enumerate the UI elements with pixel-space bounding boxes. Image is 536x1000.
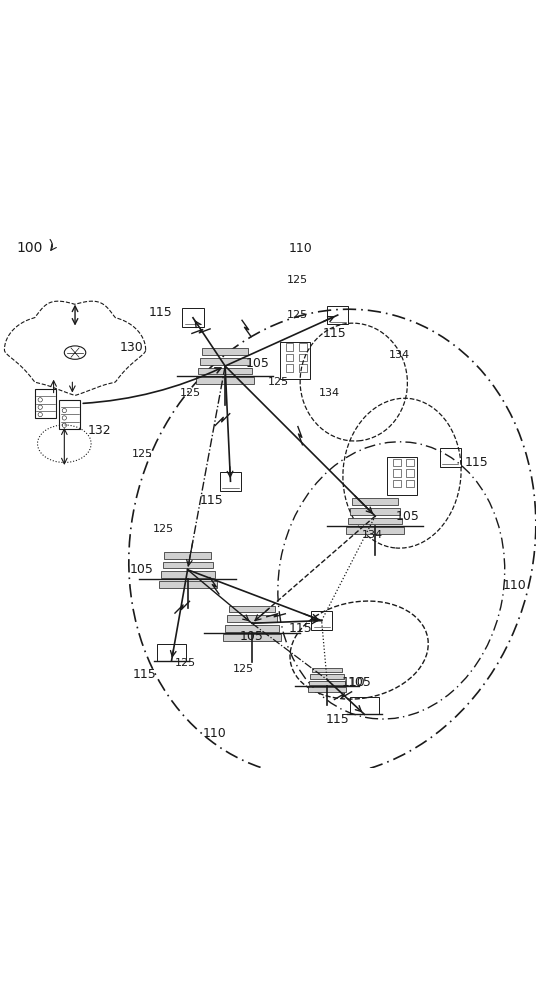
Text: 105: 105 [245,357,269,370]
Bar [393,459,400,466]
Text: 115: 115 [465,456,489,469]
Text: 134: 134 [362,530,383,540]
Text: 115: 115 [326,713,349,726]
Text: 110: 110 [203,727,226,740]
Text: 115: 115 [323,327,347,340]
Text: 105: 105 [130,563,154,576]
Bar [229,606,275,612]
Bar [200,358,250,365]
Text: 125: 125 [153,524,174,534]
Bar [286,343,293,351]
Bar [225,625,279,632]
Bar [220,472,241,491]
Bar [387,457,417,495]
Text: 115: 115 [288,622,312,635]
Bar [406,459,414,466]
Bar [202,348,248,355]
Bar [165,552,211,559]
Text: 100: 100 [16,241,43,255]
Bar [157,644,187,661]
Text: 125: 125 [180,388,201,398]
Bar [327,306,348,324]
Bar [393,469,400,477]
Text: 115: 115 [133,668,157,681]
Bar [35,389,56,418]
Bar [309,681,345,685]
Bar [393,480,400,487]
Bar [227,615,277,622]
Bar [310,674,344,679]
Bar [299,343,307,351]
Bar [311,611,332,630]
Bar [406,480,414,487]
Text: 105: 105 [347,676,371,689]
Text: 125: 125 [131,449,153,459]
Bar [348,518,402,524]
Bar [308,687,346,692]
Text: 125: 125 [287,275,308,285]
Bar [196,377,254,384]
Text: 125: 125 [174,658,196,668]
Bar [162,562,213,568]
Bar [161,571,214,578]
Text: 132: 132 [87,424,111,437]
Bar [182,308,204,327]
Text: 130: 130 [120,341,143,354]
Bar [286,354,293,361]
Bar [350,508,400,515]
Bar [406,469,414,477]
Text: 125: 125 [287,310,308,320]
Bar [350,697,379,714]
Text: 105: 105 [396,510,419,523]
Text: 134: 134 [389,350,410,360]
Text: 115: 115 [200,493,224,506]
Bar [59,399,80,429]
Bar [159,581,217,588]
Text: 115: 115 [149,306,173,319]
Bar [346,527,404,534]
Text: 110: 110 [288,242,312,255]
Bar [299,364,307,372]
Bar [280,342,310,379]
Bar [286,364,293,372]
Bar [299,354,307,361]
Bar [352,498,398,505]
Text: 110: 110 [342,676,366,689]
Text: 125: 125 [233,664,255,674]
Bar [440,448,461,466]
Bar [198,368,252,374]
Bar [223,634,281,641]
Text: 125: 125 [268,377,289,387]
Bar [311,668,343,672]
Text: 105: 105 [240,630,264,643]
Text: 134: 134 [319,388,340,398]
Text: 110: 110 [503,579,526,592]
